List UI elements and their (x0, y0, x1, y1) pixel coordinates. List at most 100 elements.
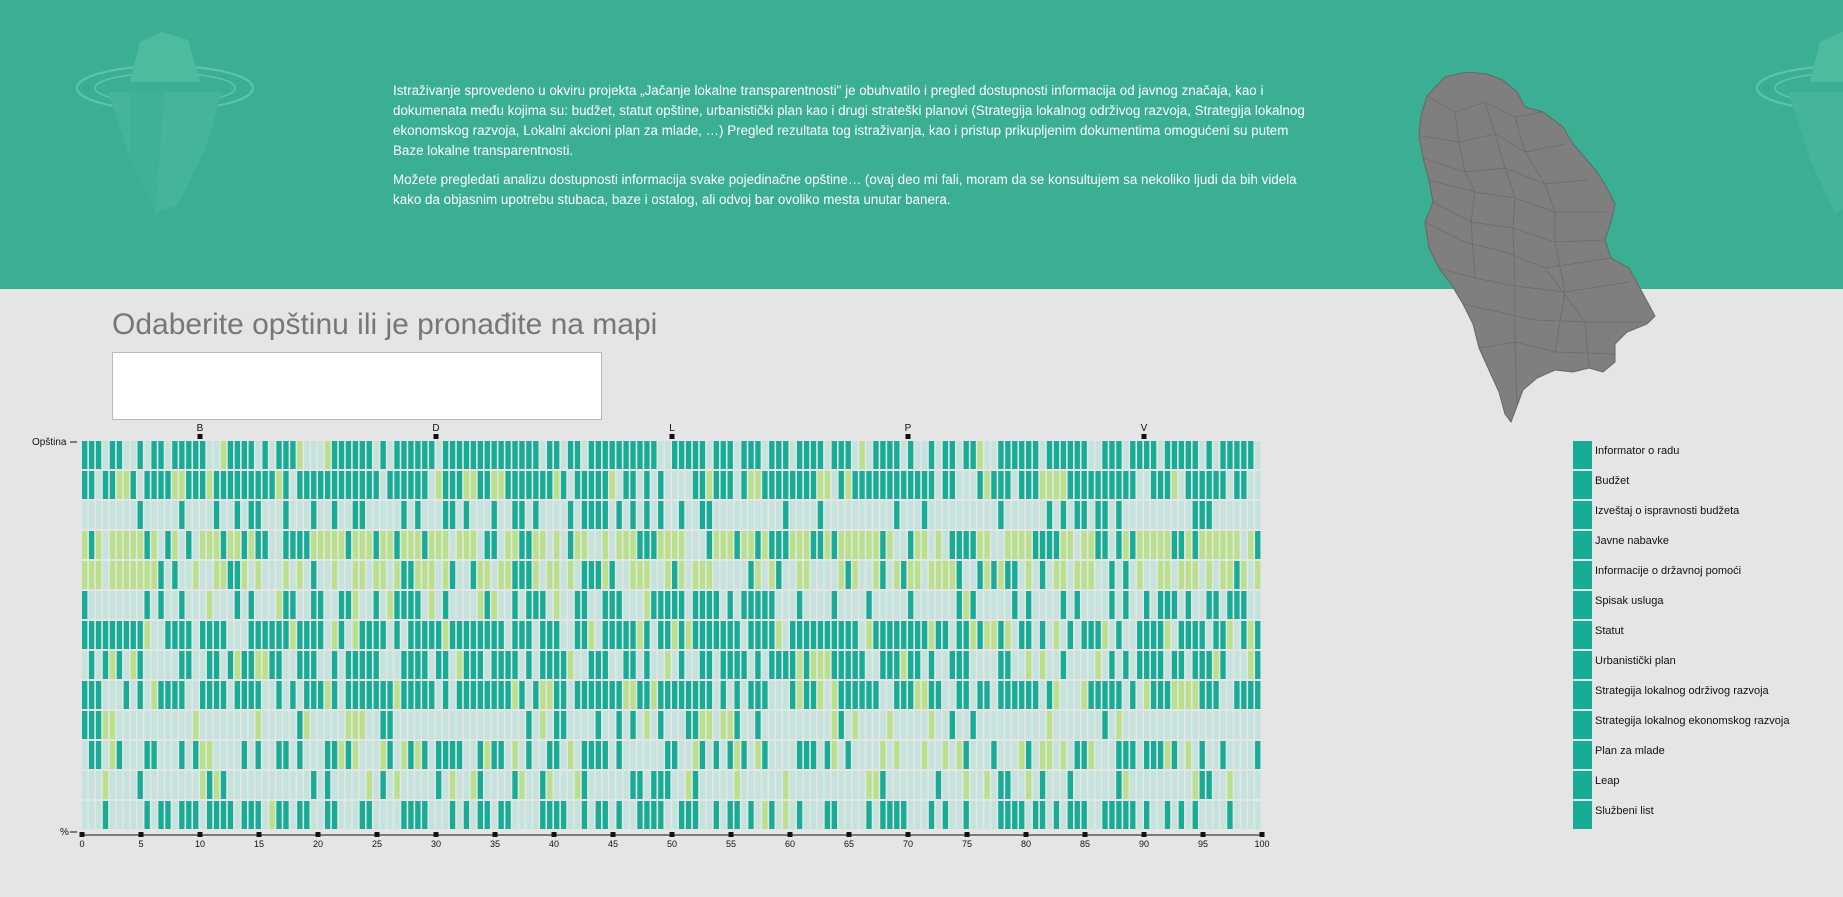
heatmap-cell[interactable] (748, 681, 754, 709)
heatmap-cell[interactable] (1206, 591, 1212, 619)
heatmap-cell[interactable] (394, 711, 400, 739)
heatmap-cell[interactable] (1248, 741, 1254, 769)
heatmap-cell[interactable] (852, 441, 858, 469)
heatmap-cell[interactable] (1039, 711, 1046, 739)
heatmap-cell[interactable] (262, 681, 268, 709)
heatmap-cell[interactable] (165, 741, 171, 769)
heatmap-cell[interactable] (1123, 441, 1129, 469)
heatmap-cell[interactable] (762, 651, 768, 679)
heatmap-cell[interactable] (783, 531, 789, 559)
heatmap-cell[interactable] (796, 771, 803, 799)
heatmap-cell[interactable] (658, 501, 664, 529)
heatmap-cell[interactable] (449, 741, 456, 769)
heatmap-cell[interactable] (1005, 501, 1011, 529)
heatmap-cell[interactable] (685, 591, 692, 619)
heatmap-cell[interactable] (491, 531, 497, 559)
heatmap-cell[interactable] (866, 591, 872, 619)
heatmap-cell[interactable] (734, 801, 740, 829)
heatmap-cell[interactable] (262, 711, 268, 739)
heatmap-cells[interactable] (82, 441, 1261, 829)
heatmap-cell[interactable] (1074, 471, 1080, 499)
heatmap-cell[interactable] (803, 471, 810, 499)
heatmap-cell[interactable] (692, 681, 699, 709)
heatmap-cell[interactable] (179, 771, 185, 799)
heatmap-cell[interactable] (755, 771, 761, 799)
heatmap-cell[interactable] (456, 681, 463, 709)
heatmap-cell[interactable] (991, 471, 997, 499)
heatmap-cell[interactable] (477, 621, 483, 649)
heatmap-cell[interactable] (616, 441, 622, 469)
heatmap-cell[interactable] (1088, 801, 1094, 829)
heatmap-cell[interactable] (908, 711, 914, 739)
heatmap-cell[interactable] (769, 771, 775, 799)
heatmap-cell[interactable] (352, 531, 359, 559)
heatmap-cell[interactable] (866, 531, 872, 559)
heatmap-cell[interactable] (186, 561, 192, 589)
heatmap-cell[interactable] (1206, 801, 1212, 829)
heatmap-cell[interactable] (255, 741, 261, 769)
heatmap-cell[interactable] (1116, 501, 1122, 529)
heatmap-cell[interactable] (706, 531, 713, 559)
heatmap-cell[interactable] (1053, 771, 1060, 799)
heatmap-cell[interactable] (116, 621, 123, 649)
heatmap-cell[interactable] (908, 471, 914, 499)
heatmap-cell[interactable] (970, 501, 976, 529)
heatmap-cell[interactable] (1074, 591, 1080, 619)
heatmap-cell[interactable] (422, 771, 428, 799)
heatmap-cell[interactable] (748, 771, 754, 799)
heatmap-cell[interactable] (706, 801, 713, 829)
heatmap-cell[interactable] (574, 651, 581, 679)
heatmap-cell[interactable] (338, 471, 345, 499)
heatmap-cell[interactable] (359, 651, 365, 679)
heatmap-cell[interactable] (484, 441, 490, 469)
heatmap-cell[interactable] (345, 741, 352, 769)
heatmap-cell[interactable] (734, 441, 740, 469)
heatmap-cell[interactable] (442, 591, 449, 619)
heatmap-cell[interactable] (519, 471, 525, 499)
heatmap-cell[interactable] (1026, 471, 1032, 499)
heatmap-cell[interactable] (547, 651, 553, 679)
heatmap-cell[interactable] (234, 441, 241, 469)
heatmap-cell[interactable] (762, 531, 768, 559)
heatmap-cell[interactable] (810, 591, 817, 619)
heatmap-cell[interactable] (512, 801, 518, 829)
heatmap-cell[interactable] (658, 621, 664, 649)
heatmap-cell[interactable] (776, 561, 782, 589)
heatmap-cell[interactable] (1109, 651, 1115, 679)
heatmap-cell[interactable] (297, 441, 303, 469)
heatmap-cell[interactable] (1060, 711, 1067, 739)
heatmap-cell[interactable] (220, 501, 227, 529)
heatmap-cell[interactable] (1171, 531, 1178, 559)
heatmap-cell[interactable] (533, 741, 539, 769)
heatmap-cell[interactable] (796, 681, 803, 709)
heatmap-cell[interactable] (422, 741, 428, 769)
heatmap-cell[interactable] (727, 771, 733, 799)
heatmap-cell[interactable] (373, 471, 379, 499)
heatmap-cell[interactable] (769, 651, 775, 679)
heatmap-cell[interactable] (505, 621, 511, 649)
heatmap-cell[interactable] (984, 621, 990, 649)
heatmap-cell[interactable] (567, 771, 574, 799)
heatmap-cell[interactable] (172, 651, 178, 679)
heatmap-cell[interactable] (366, 501, 372, 529)
heatmap-cell[interactable] (429, 441, 435, 469)
heatmap-cell[interactable] (998, 801, 1004, 829)
heatmap-cell[interactable] (873, 441, 879, 469)
heatmap-cell[interactable] (602, 651, 608, 679)
heatmap-cell[interactable] (706, 651, 713, 679)
heatmap-cell[interactable] (1241, 801, 1247, 829)
heatmap-cell[interactable] (533, 771, 539, 799)
heatmap-cell[interactable] (463, 621, 470, 649)
heatmap-cell[interactable] (1255, 561, 1261, 589)
heatmap-cell[interactable] (387, 441, 393, 469)
heatmap-cell[interactable] (422, 561, 428, 589)
heatmap-cell[interactable] (894, 801, 900, 829)
heatmap-cell[interactable] (206, 441, 213, 469)
heatmap-cell[interactable] (1234, 441, 1240, 469)
heatmap-cell[interactable] (845, 441, 851, 469)
heatmap-cell[interactable] (193, 801, 199, 829)
heatmap-cell[interactable] (227, 801, 234, 829)
heatmap-cell[interactable] (928, 591, 935, 619)
heatmap-cell[interactable] (1026, 681, 1032, 709)
heatmap-cell[interactable] (213, 621, 220, 649)
